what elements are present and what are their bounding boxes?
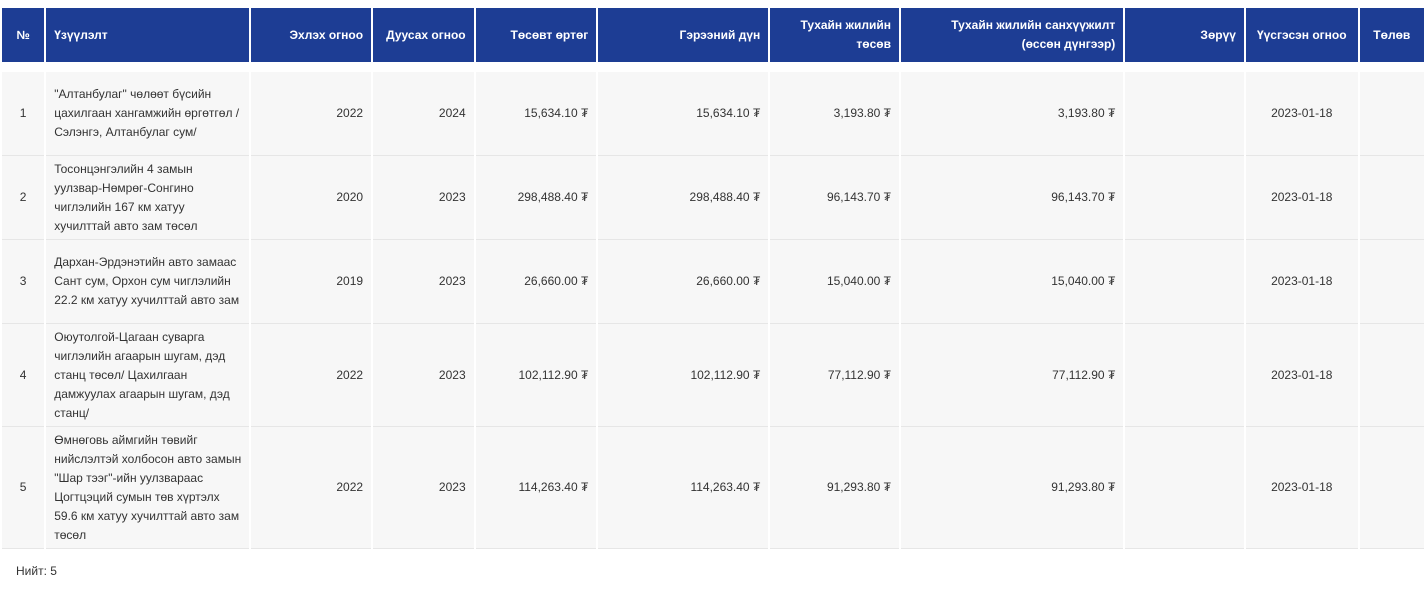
- header-created-date[interactable]: Үүсгэсэн огноо: [1245, 8, 1358, 62]
- header-start[interactable]: Эхлэх огноо: [251, 8, 372, 62]
- cell-budget-cost: 102,112.90 ₮: [475, 324, 597, 427]
- cell-start-date: 2022: [251, 427, 372, 549]
- cell-contract-amount: 26,660.00 ₮: [598, 240, 769, 324]
- table-row[interactable]: 4 Оюутолгой-Цагаан суварга чиглэлийн агаа…: [2, 324, 1424, 427]
- table-row[interactable]: 5 Өмнөговь аймгийн төвийг нийслэлтэй холб…: [2, 427, 1424, 549]
- total-count: Нийт: 5: [16, 564, 57, 578]
- cell-contract-amount: 15,634.10 ₮: [598, 72, 769, 156]
- cell-created-date: 2023-01-18: [1245, 72, 1358, 156]
- cell-budget-cost: 298,488.40 ₮: [475, 156, 597, 240]
- cell-end-date: 2024: [373, 72, 474, 156]
- cell-budget-cost: 26,660.00 ₮: [475, 240, 597, 324]
- cell-contract-amount: 114,263.40 ₮: [598, 427, 769, 549]
- header-end[interactable]: Дуусах огноо: [373, 8, 474, 62]
- cell-name: Оюутолгой-Цагаан суварга чиглэлийн агаар…: [46, 324, 250, 427]
- cell-no: 4: [2, 324, 45, 427]
- cell-name: "Алтанбулаг" чөлөөт бүсийн цахилгаан хан…: [46, 72, 250, 156]
- cell-created-date: 2023-01-18: [1245, 324, 1358, 427]
- cell-year-budget: 77,112.90 ₮: [770, 324, 900, 427]
- cell-year-budget: 91,293.80 ₮: [770, 427, 900, 549]
- cell-no: 3: [2, 240, 45, 324]
- cell-status: [1359, 72, 1424, 156]
- header-budget-cost[interactable]: Төсөвт өртөг: [475, 8, 597, 62]
- cell-start-date: 2022: [251, 72, 372, 156]
- cell-name: Өмнөговь аймгийн төвийг нийслэлтэй холбо…: [46, 427, 250, 549]
- table-body: 1 "Алтанбулаг" чөлөөт бүсийн цахилгаан ха…: [2, 72, 1424, 549]
- cell-year-funding: 77,112.90 ₮: [901, 324, 1124, 427]
- table-row[interactable]: 3 Дархан-Эрдэнэтийн авто замаас Сант сум,…: [2, 240, 1424, 324]
- cell-end-date: 2023: [373, 324, 474, 427]
- cell-year-budget: 15,040.00 ₮: [770, 240, 900, 324]
- header-row: № Үзүүлэлт Эхлэх огноо Дуусах огноо Төсө…: [2, 8, 1424, 62]
- cell-contract-amount: 298,488.40 ₮: [598, 156, 769, 240]
- cell-status: [1359, 156, 1424, 240]
- header-no[interactable]: №: [2, 8, 45, 62]
- cell-performer: [1125, 240, 1244, 324]
- cell-start-date: 2019: [251, 240, 372, 324]
- cell-name: Дархан-Эрдэнэтийн авто замаас Сант сум, …: [46, 240, 250, 324]
- header-year-funding[interactable]: Тухайн жилийн санхүүжилт (өссөн дүнгээр): [901, 8, 1124, 62]
- cell-created-date: 2023-01-18: [1245, 156, 1358, 240]
- cell-year-budget: 96,143.70 ₮: [770, 156, 900, 240]
- cell-no: 1: [2, 72, 45, 156]
- cell-end-date: 2023: [373, 427, 474, 549]
- table-row[interactable]: 1 "Алтанбулаг" чөлөөт бүсийн цахилгаан ха…: [2, 72, 1424, 156]
- cell-year-funding: 3,193.80 ₮: [901, 72, 1124, 156]
- cell-performer: [1125, 324, 1244, 427]
- header-gap: [2, 62, 1424, 72]
- header-year-budget[interactable]: Тухайн жилийн төсөв: [770, 8, 900, 62]
- cell-name: Тосонцэнгэлийн 4 замын уулзвар-Нөмрөг-Со…: [46, 156, 250, 240]
- cell-no: 5: [2, 427, 45, 549]
- cell-start-date: 2020: [251, 156, 372, 240]
- header-performer[interactable]: Зөрүү: [1125, 8, 1244, 62]
- header-status[interactable]: Төлөв: [1359, 8, 1424, 62]
- projects-table: № Үзүүлэлт Эхлэх огноо Дуусах огноо Төсө…: [0, 8, 1426, 549]
- cell-performer: [1125, 427, 1244, 549]
- cell-year-funding: 15,040.00 ₮: [901, 240, 1124, 324]
- cell-created-date: 2023-01-18: [1245, 427, 1358, 549]
- cell-status: [1359, 240, 1424, 324]
- cell-start-date: 2022: [251, 324, 372, 427]
- table-row[interactable]: 2 Тосонцэнгэлийн 4 замын уулзвар-Нөмрөг-С…: [2, 156, 1424, 240]
- table-header: № Үзүүлэлт Эхлэх огноо Дуусах огноо Төсө…: [2, 8, 1424, 72]
- header-gap-cell: [2, 62, 1424, 72]
- cell-year-funding: 91,293.80 ₮: [901, 427, 1124, 549]
- header-name[interactable]: Үзүүлэлт: [46, 8, 250, 62]
- cell-end-date: 2023: [373, 240, 474, 324]
- cell-performer: [1125, 72, 1244, 156]
- cell-year-budget: 3,193.80 ₮: [770, 72, 900, 156]
- cell-status: [1359, 324, 1424, 427]
- cell-status: [1359, 427, 1424, 549]
- cell-budget-cost: 114,263.40 ₮: [475, 427, 597, 549]
- header-contract-amount[interactable]: Гэрээний дүн: [598, 8, 769, 62]
- cell-created-date: 2023-01-18: [1245, 240, 1358, 324]
- cell-contract-amount: 102,112.90 ₮: [598, 324, 769, 427]
- cell-end-date: 2023: [373, 156, 474, 240]
- cell-performer: [1125, 156, 1244, 240]
- cell-year-funding: 96,143.70 ₮: [901, 156, 1124, 240]
- cell-no: 2: [2, 156, 45, 240]
- cell-budget-cost: 15,634.10 ₮: [475, 72, 597, 156]
